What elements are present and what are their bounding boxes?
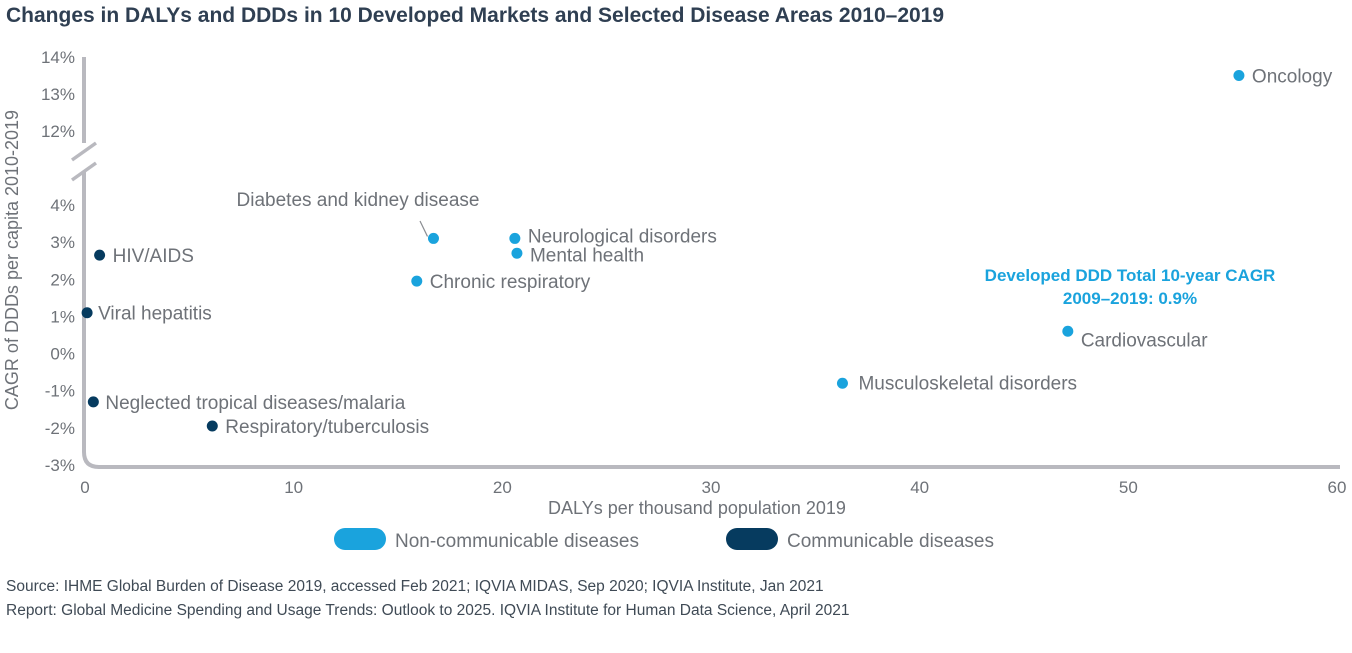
y-tick-label: -2% — [45, 419, 75, 438]
annotation-line-2: 2009–2019: 0.9% — [1063, 289, 1197, 308]
x-tick-label: 60 — [1328, 478, 1347, 497]
data-point — [411, 275, 423, 287]
y-tick-label: 4% — [50, 196, 75, 215]
axes — [70, 57, 1340, 469]
point-label: Musculoskeletal disorders — [858, 373, 1077, 394]
x-axis-title: DALYs per thousand population 2019 — [548, 498, 846, 518]
point-label: Chronic respiratory — [430, 272, 591, 293]
point-label: Mental health — [530, 245, 644, 266]
y-tick-label: 12% — [41, 122, 75, 141]
data-points: Oncology Diabetes and kidney disease Neuro… — [81, 67, 1333, 438]
y-tick-label: 1% — [50, 307, 75, 326]
x-tick-label: 30 — [702, 478, 721, 497]
point-label: Diabetes and kidney disease — [237, 190, 480, 211]
y-axis-title: CAGR of DDDs per capita 2010-2019 — [2, 110, 22, 410]
leader-line — [419, 220, 429, 237]
y-tick-label: 13% — [41, 85, 75, 104]
y-tick-label: -3% — [45, 456, 75, 475]
chart-title: Changes in DALYs and DDDs in 10 Develope… — [6, 4, 945, 27]
data-point — [511, 247, 523, 259]
data-point — [206, 420, 218, 432]
legend-label: Non-communicable diseases — [395, 531, 639, 552]
point-label: Respiratory/tuberculosis — [225, 417, 429, 438]
report-line: Report: Global Medicine Spending and Usa… — [6, 602, 850, 619]
data-point — [87, 396, 99, 408]
point-label: Viral hepatitis — [98, 304, 212, 325]
point-label: Cardiovascular — [1081, 330, 1208, 351]
legend-label: Communicable diseases — [787, 531, 994, 552]
axis-line — [82, 172, 1340, 469]
data-point — [427, 232, 439, 244]
point-label: Neurological disorders — [528, 226, 717, 247]
data-point — [94, 249, 106, 261]
y-tick-label: 0% — [50, 345, 75, 364]
y-tick-label: 2% — [50, 270, 75, 289]
legend-swatch — [726, 528, 778, 550]
x-tick-label: 20 — [493, 478, 512, 497]
y-tick-label: 14% — [41, 48, 75, 67]
source-line: Source: IHME Global Burden of Disease 20… — [6, 578, 824, 595]
point-label: Oncology — [1252, 67, 1333, 88]
data-point — [836, 377, 848, 389]
legend: Non-communicable diseases Communicable di… — [334, 528, 994, 552]
x-tick-label: 50 — [1119, 478, 1138, 497]
y-tick-label: 3% — [50, 233, 75, 252]
x-tick-label: 40 — [910, 478, 929, 497]
point-label: HIV/AIDS — [113, 246, 194, 267]
legend-swatch — [334, 528, 386, 550]
data-point — [1062, 325, 1074, 337]
x-tick-label: 10 — [284, 478, 303, 497]
x-tick-label: 0 — [80, 478, 89, 497]
axis-break-mark — [70, 161, 98, 182]
data-point — [509, 232, 521, 244]
data-point — [81, 307, 93, 319]
axis-break-mark — [70, 141, 98, 162]
point-label: Neglected tropical diseases/malaria — [105, 393, 405, 414]
annotation-line-1: Developed DDD Total 10-year CAGR — [985, 266, 1276, 285]
y-tick-label: -1% — [45, 382, 75, 401]
tick-labels: 0 10 20 30 40 50 60 -3% -2% -1% 0% 1% 2% 3% 4% 12% 13% 14… — [41, 48, 1346, 497]
data-point — [1233, 70, 1245, 81]
